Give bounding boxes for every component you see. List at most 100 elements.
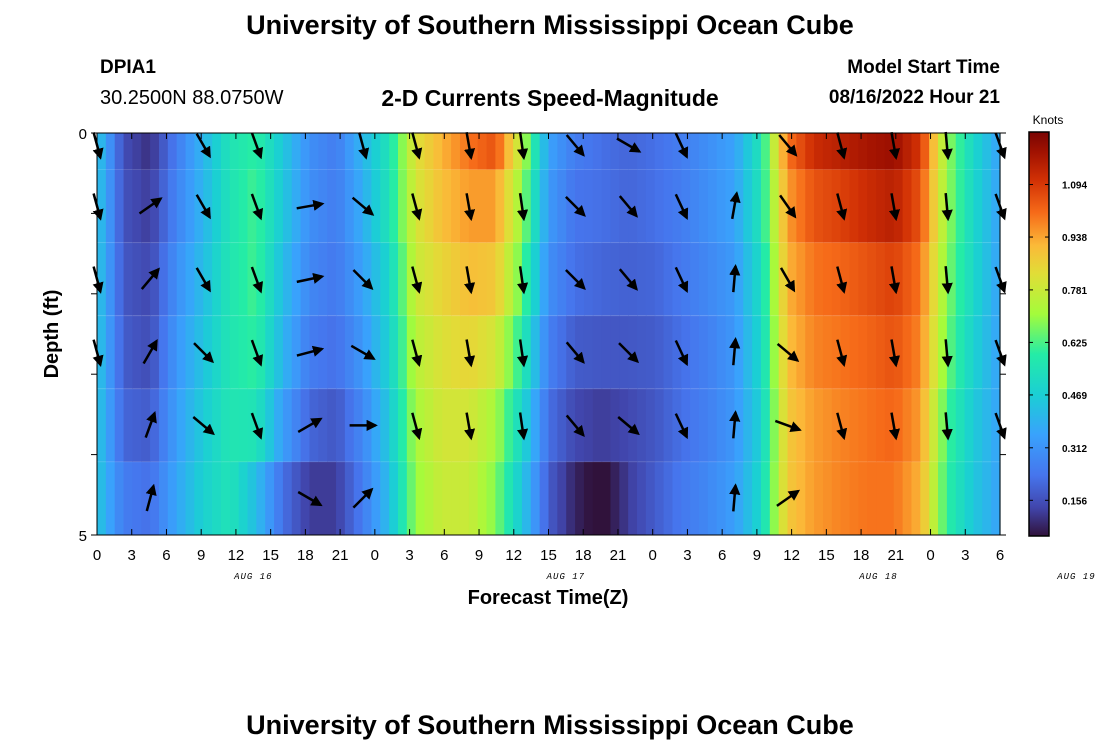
heatmap-cell <box>398 169 408 243</box>
heatmap-cell <box>495 461 505 535</box>
heatmap-cell <box>610 315 620 389</box>
heatmap-cell <box>203 461 213 535</box>
heatmap-cell <box>663 169 674 243</box>
heatmap-cell <box>105 461 116 535</box>
heatmap-cell <box>300 388 311 462</box>
heatmap-cell <box>707 315 718 389</box>
current-arrow <box>516 193 529 222</box>
heatmap-cell <box>424 169 435 243</box>
heatmap-cell <box>220 133 231 170</box>
current-arrow <box>836 132 848 160</box>
heatmap-cell <box>282 242 293 316</box>
heatmap-cell <box>433 133 443 170</box>
current-arrow <box>464 412 476 441</box>
heatmap-cell <box>672 388 682 462</box>
heatmap-cell <box>389 242 399 316</box>
heatmap-cell <box>291 242 302 316</box>
heatmap-cell <box>876 461 886 535</box>
heatmap-cell <box>247 315 257 389</box>
heatmap-cell <box>459 461 470 535</box>
current-arrow <box>674 339 689 367</box>
heatmap-cell <box>822 461 833 535</box>
heatmap-cell <box>929 388 939 462</box>
heatmap-cell <box>840 388 851 462</box>
heatmap-cell <box>105 388 116 462</box>
heatmap-cell <box>583 315 594 389</box>
heatmap-cell <box>229 169 240 243</box>
heatmap-cell <box>97 169 107 243</box>
heatmap-cell <box>699 169 709 243</box>
current-arrow <box>296 199 325 211</box>
current-arrow <box>464 339 476 368</box>
heatmap-cell <box>929 242 939 316</box>
heatmap-cell <box>796 388 806 462</box>
heatmap-cell <box>725 133 736 170</box>
heatmap-cell <box>557 388 567 462</box>
heatmap-cell <box>495 242 505 316</box>
y-axis: 05 <box>79 126 1006 545</box>
heatmap-cell <box>778 133 789 170</box>
heatmap-cell <box>592 133 603 170</box>
x-axis: 0 3 6 9 12 15 18 21 0 3 6 9 12 15 18 21 0 3 6 9 12 15 18 21 0 3 6 A… <box>93 133 1095 582</box>
heatmap-cell <box>114 133 125 170</box>
heatmap-cell <box>663 461 674 535</box>
current-arrow <box>836 412 848 441</box>
heatmap-cell <box>840 169 851 243</box>
colorbar-tick-label: 0.312 <box>1062 444 1087 455</box>
heatmap-cell <box>238 461 249 535</box>
current-arrow <box>888 131 900 161</box>
heatmap-cell <box>734 242 744 316</box>
heatmap-cell <box>291 133 302 170</box>
heatmap-cell <box>406 315 417 389</box>
heatmap-cell <box>672 461 682 535</box>
heatmap-cell <box>353 461 364 535</box>
heatmap-cell <box>583 461 594 535</box>
heatmap-cell <box>911 461 921 535</box>
heatmap-cell <box>229 242 240 316</box>
heatmap-cell <box>619 169 629 243</box>
current-arrow <box>138 197 163 215</box>
heatmap-cell <box>681 388 691 462</box>
x-tick-label: 12 <box>783 547 800 564</box>
heatmap-cell <box>690 169 700 243</box>
heatmap-cell <box>539 461 550 535</box>
heatmap-cell <box>539 242 550 316</box>
heatmap-cell <box>433 388 443 462</box>
heatmap-cell <box>291 315 302 389</box>
heatmap-cell <box>247 388 257 462</box>
current-arrow <box>192 416 215 436</box>
heatmap-cell <box>380 461 390 535</box>
heatmap-cell <box>327 169 337 243</box>
heatmap-cell <box>141 169 151 243</box>
heatmap-cell <box>300 133 311 170</box>
heatmap-cell <box>681 315 691 389</box>
heatmap-cell <box>725 242 736 316</box>
heatmap-cell <box>796 242 806 316</box>
heatmap-cell <box>185 133 195 170</box>
heatmap-cell <box>176 169 187 243</box>
current-arrow <box>195 267 211 293</box>
current-arrow <box>729 483 741 512</box>
heatmap-cell <box>893 315 904 389</box>
heatmap-cell <box>389 169 399 243</box>
footer-title: University of Southern Mississippi Ocean… <box>246 710 854 740</box>
heatmap-cell <box>336 315 346 389</box>
plot-title: 2-D Currents Speed-Magnitude <box>381 85 719 111</box>
heatmap-cell <box>256 388 266 462</box>
heatmap-cell <box>778 388 789 462</box>
current-arrow <box>195 194 211 220</box>
colorbar-label: Knots <box>1033 113 1064 127</box>
heatmap-cell <box>150 315 160 389</box>
date-label: AUG 18 <box>858 572 897 582</box>
heatmap-cell <box>530 242 541 316</box>
heatmap-cell <box>690 133 700 170</box>
heatmap-cell <box>884 461 895 535</box>
heatmap-cell <box>734 133 744 170</box>
heatmap-cell <box>955 315 966 389</box>
heatmap-cell <box>690 388 700 462</box>
heatmap-cell <box>592 169 603 243</box>
heatmap-cell <box>725 388 736 462</box>
heatmap-cell <box>769 461 780 535</box>
heatmap-cell <box>468 242 479 316</box>
heatmap-cell <box>672 133 682 170</box>
